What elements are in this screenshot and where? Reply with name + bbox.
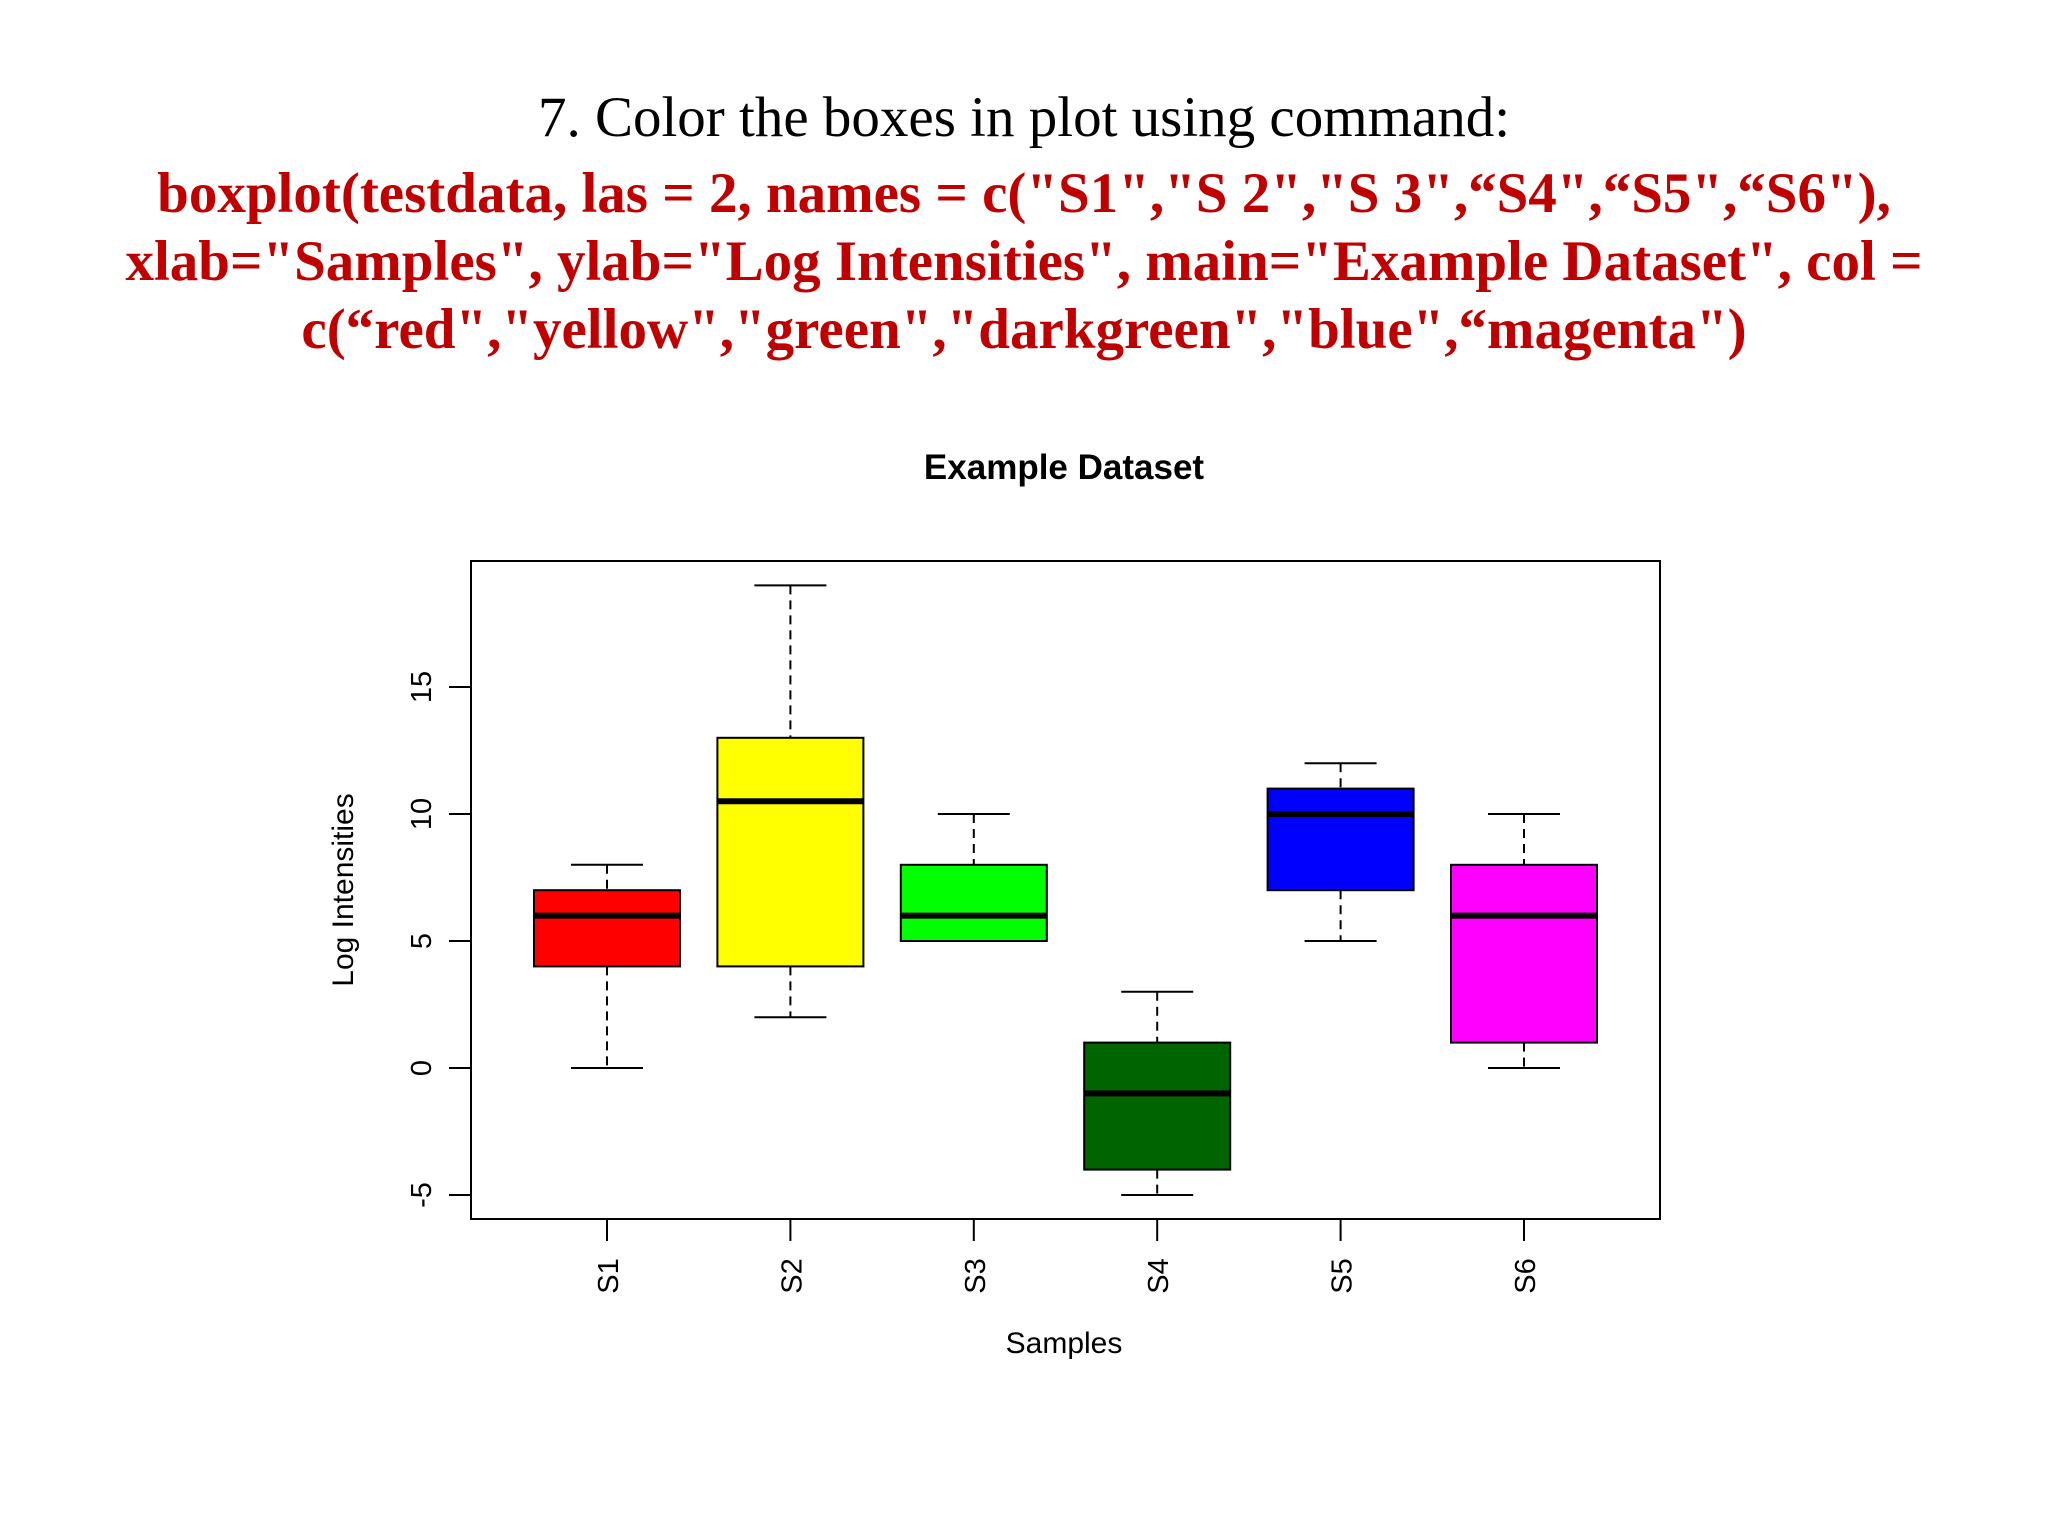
- box-s3: [899, 813, 1048, 942]
- box-body: [533, 889, 681, 968]
- slide-heading: 7. Color the boxes in plot using command…: [537, 86, 1511, 149]
- box-s5: [1266, 762, 1415, 942]
- x-axis-label: Samples: [1006, 1327, 1123, 1360]
- y-axis: -5 0 5 10 15: [406, 671, 472, 1208]
- y-tick-label: 0: [406, 1060, 438, 1076]
- x-tick-label: S1: [593, 1258, 625, 1293]
- box-s4: [1083, 990, 1232, 1196]
- box-body: [1266, 787, 1415, 892]
- x-tick-label: S5: [1327, 1258, 1359, 1293]
- y-tick-label: 10: [406, 798, 438, 830]
- box-body: [716, 736, 865, 968]
- box-body: [1083, 1041, 1232, 1171]
- y-tick-label: -5: [406, 1182, 438, 1208]
- boxes-group: [533, 584, 1598, 1196]
- x-tick-label: S2: [776, 1258, 808, 1293]
- command-line: c(“red","yellow","green","darkgreen","bl…: [301, 298, 1747, 361]
- x-axis: S1 S2 S3 S4 S5 S6: [593, 1218, 1542, 1294]
- box-s2: [716, 584, 865, 1019]
- box-body: [1450, 863, 1598, 1044]
- x-tick-label: S3: [960, 1258, 992, 1293]
- y-axis-label: Log Intensities: [327, 793, 360, 986]
- x-tick-label: S4: [1143, 1258, 1175, 1293]
- boxplot-chart: Example Dataset -5 0 5 10 15 S1 S2 S3 S4 S5 S6 Sa…: [327, 448, 1661, 1360]
- command-line: xlab="Samples", ylab="Log Intensities", …: [125, 230, 1923, 293]
- box-s1: [533, 863, 681, 1069]
- y-tick-label: 5: [406, 933, 438, 949]
- command-text: boxplot(testdata, las = 2, names = c("S1…: [60, 160, 1988, 364]
- chart-title: Example Dataset: [924, 448, 1204, 487]
- box-s6: [1450, 813, 1598, 1069]
- box-body: [899, 863, 1048, 942]
- command-line: boxplot(testdata, las = 2, names = c("S1…: [157, 162, 1891, 225]
- y-tick-label: 15: [406, 671, 438, 703]
- x-tick-label: S6: [1510, 1258, 1542, 1293]
